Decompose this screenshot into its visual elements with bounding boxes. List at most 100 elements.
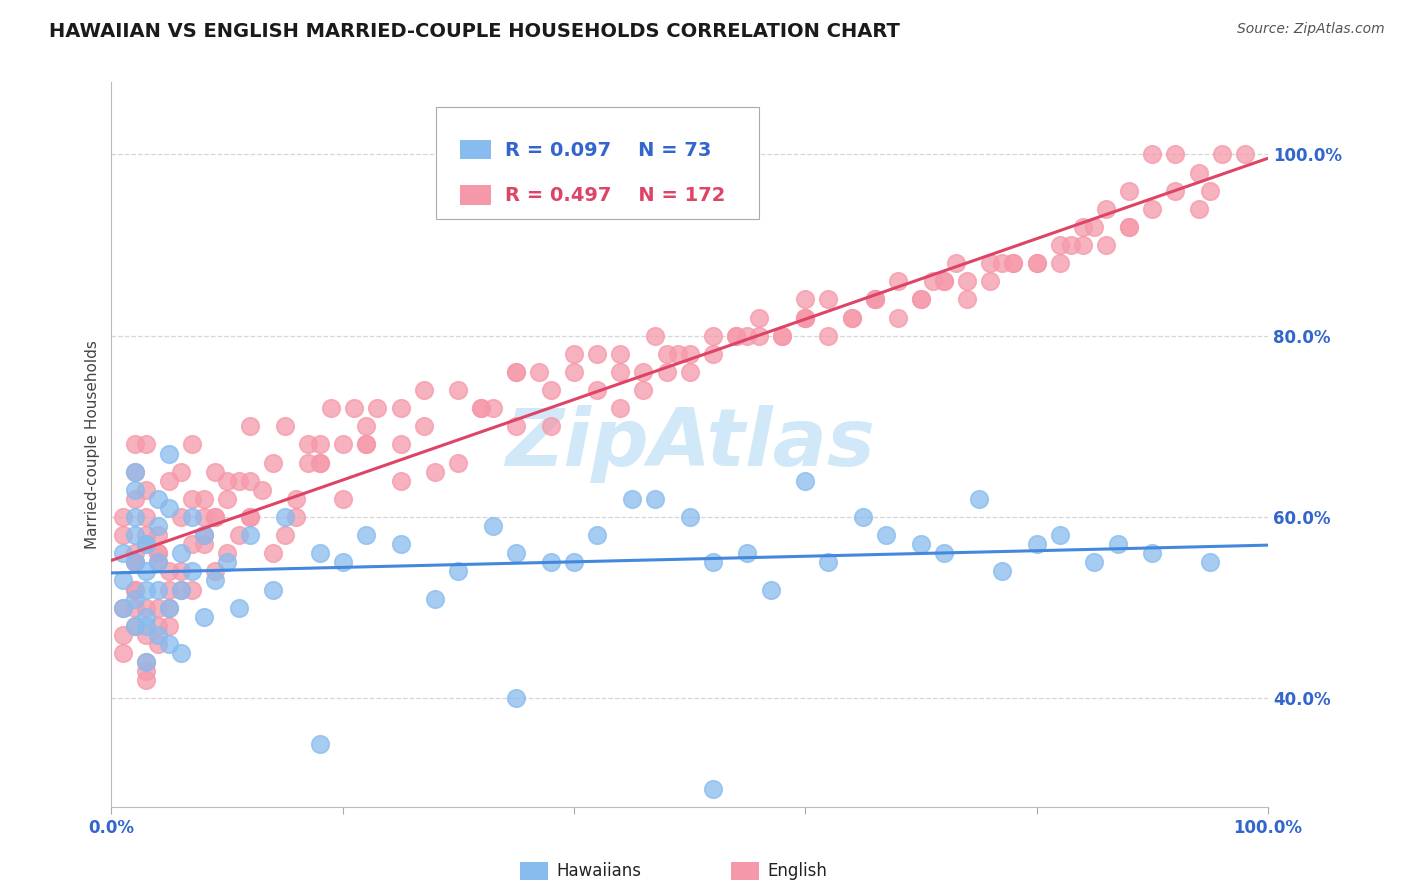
Point bbox=[135, 655, 157, 669]
Point bbox=[135, 582, 157, 597]
Point bbox=[412, 383, 434, 397]
Point bbox=[135, 673, 157, 688]
Point bbox=[505, 419, 527, 434]
Point bbox=[540, 383, 562, 397]
Point bbox=[193, 528, 215, 542]
Point bbox=[679, 510, 702, 524]
Point bbox=[1083, 555, 1105, 569]
Point bbox=[794, 310, 817, 325]
Point bbox=[609, 401, 631, 416]
Point bbox=[644, 491, 666, 506]
Point bbox=[910, 537, 932, 551]
Point bbox=[633, 383, 655, 397]
Point bbox=[1199, 555, 1222, 569]
Point bbox=[1187, 165, 1209, 179]
Point bbox=[540, 419, 562, 434]
Point bbox=[193, 528, 215, 542]
Point bbox=[1025, 256, 1047, 270]
Point bbox=[239, 528, 262, 542]
Point bbox=[702, 555, 724, 569]
Point bbox=[124, 528, 146, 542]
Point bbox=[262, 546, 284, 560]
Text: ZipAtlas: ZipAtlas bbox=[505, 406, 875, 483]
Point bbox=[135, 609, 157, 624]
Point bbox=[1199, 184, 1222, 198]
Point bbox=[170, 546, 193, 560]
Text: R = 0.097    N = 73: R = 0.097 N = 73 bbox=[505, 141, 711, 160]
Point bbox=[146, 555, 169, 569]
Point bbox=[181, 510, 204, 524]
Point bbox=[181, 437, 204, 451]
Point bbox=[389, 537, 412, 551]
Point bbox=[609, 347, 631, 361]
Point bbox=[945, 256, 967, 270]
Point bbox=[135, 537, 157, 551]
Point bbox=[157, 565, 180, 579]
Point bbox=[817, 293, 839, 307]
Point bbox=[1060, 238, 1083, 252]
Point bbox=[204, 565, 226, 579]
Point bbox=[274, 419, 297, 434]
Point bbox=[470, 401, 492, 416]
Point bbox=[181, 565, 204, 579]
Point bbox=[332, 555, 354, 569]
Point bbox=[124, 465, 146, 479]
Point bbox=[124, 465, 146, 479]
Point bbox=[321, 401, 343, 416]
Point bbox=[1071, 219, 1094, 234]
Point bbox=[794, 474, 817, 488]
Point bbox=[262, 582, 284, 597]
Point bbox=[146, 546, 169, 560]
Point bbox=[887, 310, 910, 325]
Point bbox=[932, 546, 955, 560]
Point bbox=[111, 546, 134, 560]
Point bbox=[111, 510, 134, 524]
Point bbox=[529, 365, 551, 379]
Point bbox=[887, 274, 910, 288]
Point bbox=[228, 528, 250, 542]
Point bbox=[1002, 256, 1025, 270]
Point bbox=[991, 256, 1014, 270]
Point bbox=[841, 310, 863, 325]
Point bbox=[1002, 256, 1025, 270]
Point bbox=[932, 274, 955, 288]
Point bbox=[215, 491, 238, 506]
Point bbox=[111, 574, 134, 588]
Point bbox=[505, 365, 527, 379]
Point bbox=[1071, 238, 1094, 252]
Point bbox=[1107, 537, 1129, 551]
Point bbox=[470, 401, 492, 416]
Point bbox=[1118, 219, 1140, 234]
Point bbox=[124, 555, 146, 569]
Point bbox=[297, 456, 319, 470]
Point bbox=[1211, 147, 1233, 161]
Point bbox=[702, 781, 724, 796]
Point bbox=[285, 491, 308, 506]
Point bbox=[389, 401, 412, 416]
Point bbox=[1142, 546, 1164, 560]
Point bbox=[228, 474, 250, 488]
Point bbox=[124, 555, 146, 569]
Point bbox=[170, 646, 193, 660]
Point bbox=[135, 565, 157, 579]
Point bbox=[1187, 202, 1209, 216]
Point bbox=[135, 437, 157, 451]
Point bbox=[146, 637, 169, 651]
Point bbox=[852, 510, 875, 524]
Point bbox=[181, 491, 204, 506]
Point bbox=[1049, 256, 1071, 270]
Point bbox=[609, 365, 631, 379]
Point bbox=[343, 401, 366, 416]
Point bbox=[655, 347, 678, 361]
Point bbox=[204, 510, 226, 524]
Point bbox=[157, 600, 180, 615]
Point bbox=[447, 383, 470, 397]
Point bbox=[215, 546, 238, 560]
Point bbox=[193, 609, 215, 624]
Point bbox=[447, 456, 470, 470]
Point bbox=[124, 619, 146, 633]
Point bbox=[204, 465, 226, 479]
Point bbox=[308, 546, 330, 560]
Point bbox=[875, 528, 897, 542]
Point bbox=[111, 600, 134, 615]
